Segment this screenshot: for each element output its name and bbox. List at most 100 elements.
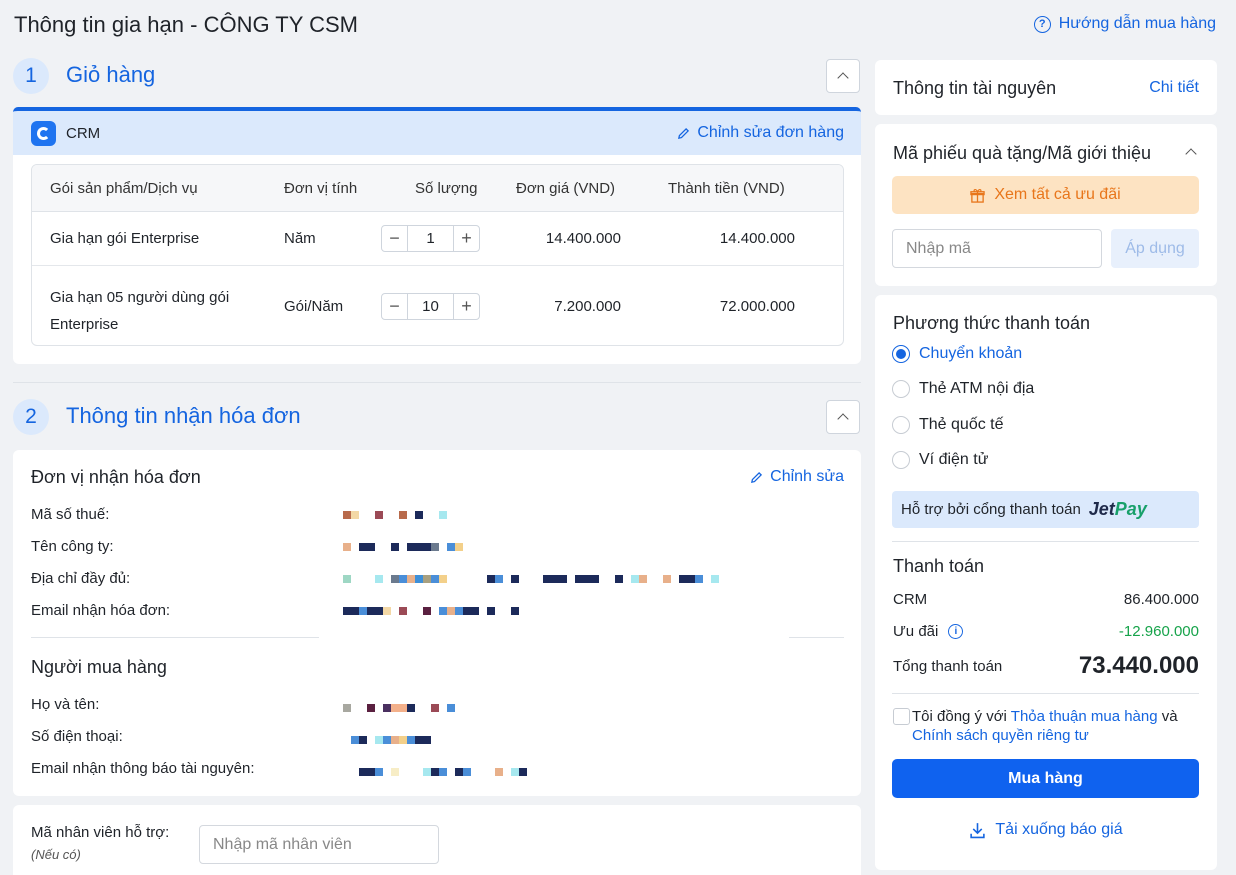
edit-order-link[interactable]: Chỉnh sửa đơn hàng (677, 124, 844, 142)
product-header: CRM Chỉnh sửa đơn hàng (13, 107, 861, 155)
col-qty: Số lượng (415, 180, 478, 197)
payment-option-label: Thẻ quốc tế (919, 416, 1004, 433)
product-name: CRM (66, 125, 101, 142)
pencil-icon (678, 127, 690, 139)
quantity-value[interactable]: 1 (426, 230, 435, 247)
decrease-button[interactable]: − (382, 226, 408, 251)
payment-option-e-wallet[interactable]: Ví điện tử (892, 451, 988, 469)
edit-order-label: Chỉnh sửa đơn hàng (697, 124, 844, 141)
step-number-2: 2 (13, 399, 49, 435)
pencil-icon (751, 471, 763, 483)
cart-collapse-button[interactable] (826, 59, 860, 93)
tax-code-label: Mã số thuế: (31, 506, 110, 523)
summary-total-label: Tổng thanh toán (893, 658, 1003, 675)
invoice-email-label: Email nhận hóa đơn: (31, 602, 171, 619)
buyer-email-label: Email nhận thông báo tài nguyên: (31, 760, 255, 777)
help-link[interactable]: ? Hướng dẫn mua hàng (1033, 15, 1216, 33)
row-total: 72.000.000 (719, 298, 795, 315)
quantity-stepper[interactable]: − 1 + (381, 225, 480, 252)
summary-total-value: 73.440.000 (1078, 652, 1199, 679)
gift-icon (970, 188, 986, 203)
step-number-1: 1 (13, 58, 49, 94)
crm-logo-icon (31, 121, 56, 146)
redacted-buyer-name (343, 704, 455, 712)
summary-crm-label: CRM (893, 591, 928, 608)
divider (892, 693, 1199, 694)
row-price: 14.400.000 (545, 230, 621, 247)
decrease-button[interactable]: − (382, 294, 408, 319)
purchase-agreement-link[interactable]: Thỏa thuận mua hàng (1010, 708, 1158, 725)
edit-invoice-link[interactable]: Chỉnh sửa (750, 468, 844, 486)
section-divider (13, 382, 861, 383)
quantity-stepper[interactable]: − 10 + (381, 293, 480, 320)
company-name-label: Tên công ty: (31, 538, 114, 555)
agree-and: và (1161, 708, 1178, 725)
increase-button[interactable]: + (453, 294, 479, 319)
row-unit: Gói/Năm (284, 298, 344, 315)
redacted-buyer-email (359, 768, 527, 776)
payment-option-bank-transfer[interactable]: Chuyển khoản (892, 345, 1022, 363)
resource-card: Thông tin tài nguyên Chi tiết (875, 60, 1217, 115)
voucher-title: Mã phiếu quà tặng/Mã giới thiệu (893, 143, 1151, 163)
payment-option-international-card[interactable]: Thẻ quốc tế (892, 416, 1004, 434)
jetpay-logo: JetPay (1088, 499, 1147, 519)
download-quote-label: Tải xuống báo giá (995, 821, 1123, 838)
question-icon: ? (1033, 15, 1051, 33)
radio[interactable] (892, 380, 910, 398)
col-price: Đơn giá (VND) (516, 180, 616, 197)
divider (892, 541, 1199, 542)
chevron-up-icon[interactable] (1185, 148, 1197, 160)
row-product: Gia hạn 05 người dùng gói Enterprise (50, 284, 229, 338)
radio[interactable] (892, 416, 910, 434)
redacted-company (343, 543, 463, 551)
help-link-label: Hướng dẫn mua hàng (1058, 15, 1216, 32)
view-offers-button[interactable]: Xem tất cả ưu đãi (892, 176, 1199, 214)
staff-code-card: Mã nhân viên hỗ trợ: (Nếu có) Nhập mã nh… (13, 805, 861, 875)
col-total: Thành tiền (VND) (668, 180, 785, 197)
redacted-address (343, 575, 719, 583)
invoice-card: Đơn vị nhận hóa đơn Chỉnh sửa Mã số thuế… (13, 450, 861, 796)
radio[interactable] (892, 451, 910, 469)
divider (789, 637, 844, 638)
resource-title: Thông tin tài nguyên (893, 78, 1057, 98)
chevron-up-icon (837, 72, 849, 84)
col-product: Gói sản phẩm/Dịch vụ (50, 180, 198, 197)
summary-title: Thanh toán (893, 556, 985, 576)
address-label: Địa chỉ đầy đủ: (31, 570, 131, 587)
payment-option-atm[interactable]: Thẻ ATM nội địa (892, 380, 1034, 398)
payment-option-label: Chuyển khoản (919, 345, 1023, 362)
edit-invoice-label: Chỉnh sửa (770, 468, 844, 485)
apply-voucher-button[interactable]: Áp dụng (1111, 229, 1199, 268)
download-quote-link[interactable]: Tải xuống báo giá (875, 821, 1217, 839)
buyer-name-label: Họ và tên: (31, 696, 100, 713)
agree-prefix: Tôi đồng ý với (912, 708, 1007, 725)
resource-detail-link[interactable]: Chi tiết (1149, 79, 1199, 96)
invoice-collapse-button[interactable] (826, 400, 860, 434)
agree-checkbox[interactable] (893, 708, 910, 725)
row-product-line1: Gia hạn 05 người dùng gói (50, 289, 230, 306)
payment-option-label: Ví điện tử (919, 451, 989, 468)
download-icon (970, 822, 986, 838)
col-unit: Đơn vị tính (284, 180, 358, 197)
view-offers-label: Xem tất cả ưu đãi (994, 186, 1121, 203)
buyer-heading: Người mua hàng (31, 657, 167, 677)
info-icon[interactable]: i (948, 624, 964, 639)
staff-code-input[interactable]: Nhập mã nhân viên (199, 825, 439, 864)
quantity-value[interactable]: 10 (422, 298, 439, 315)
privacy-policy-link[interactable]: Chính sách quyền riêng tư (912, 727, 1089, 744)
buy-button[interactable]: Mua hàng (892, 759, 1199, 798)
radio-selected[interactable] (892, 345, 910, 363)
payment-title: Phương thức thanh toán (893, 313, 1091, 333)
summary-discount-label: Ưu đãi (893, 623, 939, 640)
increase-button[interactable]: + (453, 226, 479, 251)
redacted-email (343, 607, 519, 615)
table-header: Gói sản phẩm/Dịch vụ Đơn vị tính Số lượn… (32, 165, 843, 212)
row-unit: Năm (284, 230, 316, 247)
divider (31, 637, 319, 638)
row-total: 14.400.000 (719, 230, 795, 247)
redacted-buyer-phone (351, 736, 431, 744)
row-product-line2: Enterprise (50, 316, 119, 333)
payment-gateway-banner: Hỗ trợ bởi cổng thanh toán JetPay (892, 491, 1199, 528)
staff-code-label: Mã nhân viên hỗ trợ: (31, 824, 170, 841)
voucher-code-input[interactable]: Nhập mã (892, 229, 1102, 268)
